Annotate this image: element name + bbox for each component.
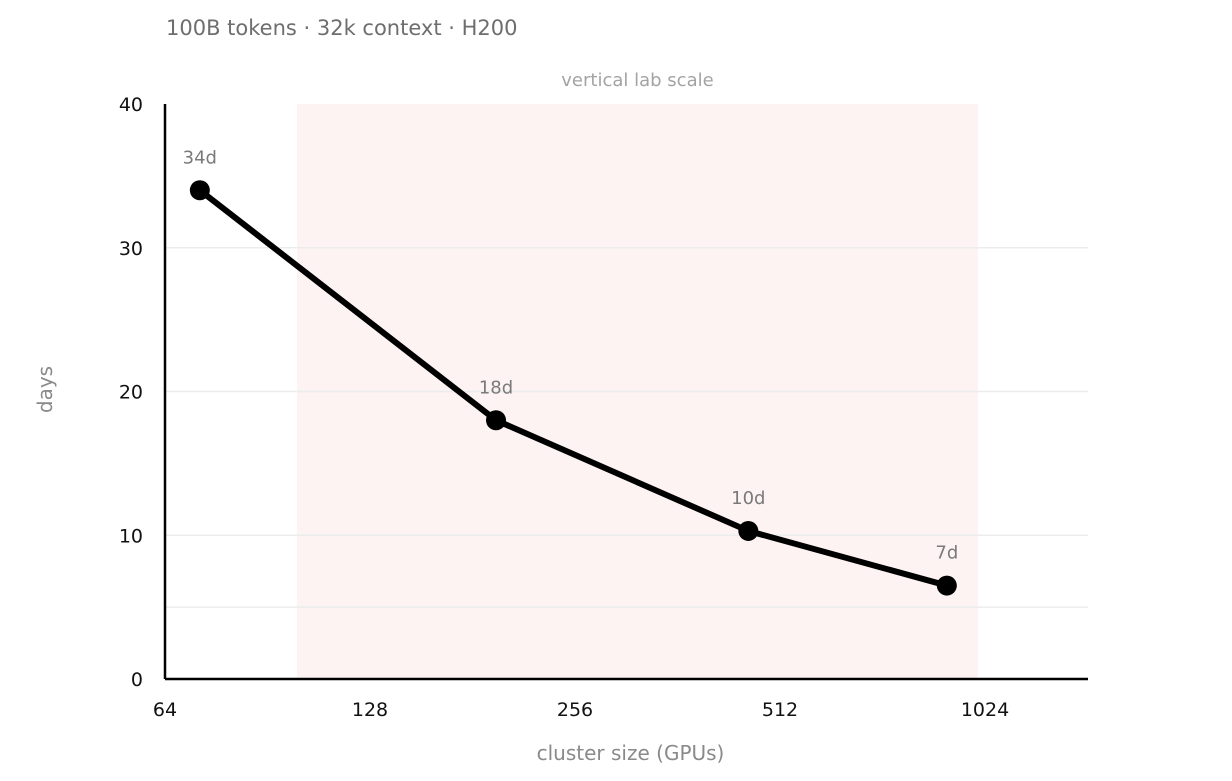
- gridlines: [165, 247, 1088, 608]
- data-point: [189, 180, 210, 201]
- y-tick-label: 40: [119, 94, 143, 116]
- x-axis-title: cluster size (GPUs): [537, 741, 725, 765]
- chart-subtitle: 100B tokens · 32k context · H200: [166, 16, 518, 40]
- data-label: 10d: [731, 488, 765, 509]
- x-tick-labels: 64 128 256 512 1024: [153, 699, 1009, 721]
- x-tick-label: 512: [762, 699, 798, 721]
- y-tick-label: 20: [119, 382, 143, 404]
- data-label: 7d: [935, 543, 958, 564]
- data-label: 34d: [183, 147, 217, 168]
- y-tick-labels: 0 10 20 30 40: [119, 94, 143, 691]
- y-tick-label: 10: [119, 525, 143, 547]
- y-axis-title: days: [33, 366, 57, 413]
- y-tick-label: 30: [119, 238, 143, 260]
- data-point: [936, 575, 957, 596]
- data-point: [486, 410, 507, 431]
- y-tick-label: 0: [131, 669, 143, 691]
- series-line: [196, 187, 950, 589]
- data-points: [189, 180, 957, 596]
- x-tick-label: 128: [352, 699, 388, 721]
- x-tick-label: 1024: [961, 699, 1009, 721]
- x-tick-label: 256: [557, 699, 593, 721]
- x-tick-label: 64: [153, 699, 177, 721]
- data-label: 18d: [479, 377, 513, 398]
- highlight-band-label: vertical lab scale: [561, 70, 713, 91]
- data-point: [738, 520, 759, 541]
- data-labels: 34d 18d 10d 7d: [183, 147, 959, 563]
